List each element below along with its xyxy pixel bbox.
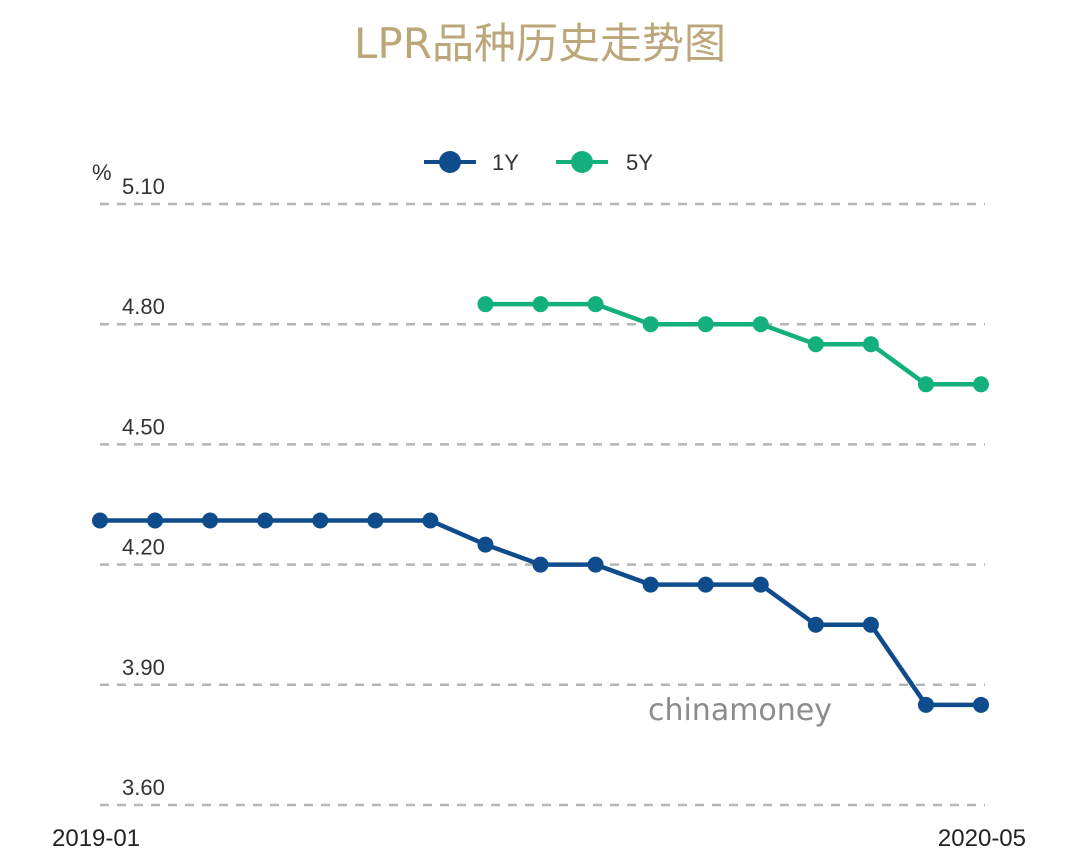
data-point-1y <box>92 512 108 529</box>
x-start-label: 2019-01 <box>52 825 140 852</box>
data-point-5y <box>532 296 549 313</box>
data-point-1y <box>862 616 879 633</box>
data-point-5y <box>973 376 989 393</box>
grid <box>100 202 985 807</box>
x-end-label: 2020-05 <box>938 825 1026 852</box>
data-point-1y <box>587 556 604 573</box>
data-point-5y <box>477 296 494 313</box>
y-axis-unit: % <box>92 160 112 185</box>
y-tick-label: 3.90 <box>122 655 165 680</box>
series-group <box>92 296 989 713</box>
data-point-1y <box>697 576 714 593</box>
data-point-1y <box>973 696 989 713</box>
data-point-1y <box>257 512 274 529</box>
data-point-1y <box>917 696 934 713</box>
y-tick-label: 5.10 <box>122 174 165 199</box>
data-point-1y <box>752 576 769 593</box>
legend-label-5y: 5Y <box>626 150 653 175</box>
data-point-1y <box>312 512 329 529</box>
y-tick-label: 4.50 <box>122 414 165 439</box>
data-point-1y <box>532 556 549 573</box>
legend-marker-5y <box>571 151 593 173</box>
data-point-5y <box>587 296 604 313</box>
data-point-5y <box>862 336 879 353</box>
y-tick-labels: 5.10 4.80 4.50 4.20 3.90 3.60 <box>122 174 165 800</box>
legend-label-1y: 1Y <box>492 150 519 175</box>
series-line-1y <box>100 518 981 708</box>
y-tick-label: 3.60 <box>122 775 165 800</box>
data-point-1y <box>147 512 164 529</box>
data-point-1y <box>642 576 659 593</box>
series-5y <box>477 296 989 393</box>
chart-title: LPR品种历史走势图 <box>354 19 726 68</box>
data-point-5y <box>917 376 934 393</box>
data-point-5y <box>807 336 824 353</box>
data-point-1y <box>367 512 384 529</box>
data-point-5y <box>642 316 659 333</box>
data-point-5y <box>752 316 769 333</box>
y-tick-label: 4.20 <box>122 535 165 560</box>
watermark: chinamoney <box>648 693 832 728</box>
data-point-1y <box>422 512 439 529</box>
legend: 1Y 5Y <box>424 150 653 175</box>
legend-marker-1y <box>439 151 461 173</box>
y-tick-label: 4.80 <box>122 294 165 319</box>
series-line-5y <box>485 301 981 387</box>
data-point-1y <box>202 512 219 529</box>
data-point-5y <box>697 316 714 333</box>
data-point-1y <box>807 616 824 633</box>
series-1y <box>92 512 989 713</box>
data-point-1y <box>477 536 494 553</box>
